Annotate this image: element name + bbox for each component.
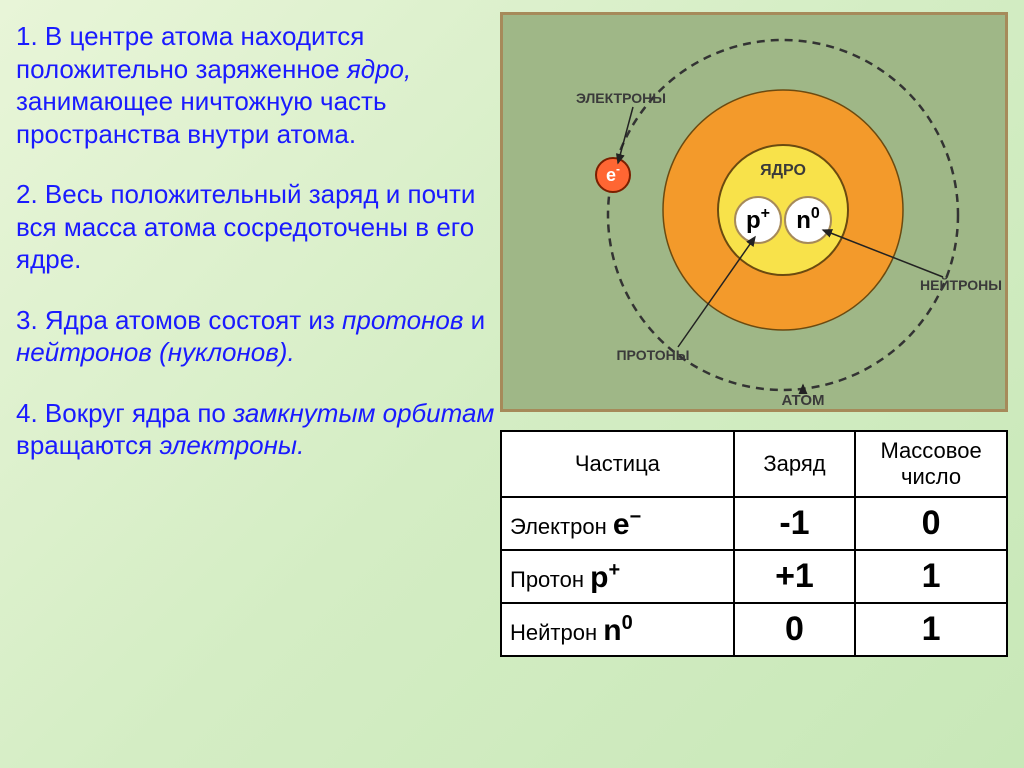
particle-mass: 1	[855, 550, 1007, 603]
nucleus-label: ЯДРО	[760, 162, 806, 179]
p1-italic: ядро,	[347, 54, 411, 84]
p4-italic2: электроны.	[159, 430, 304, 460]
label-atom: АТОМ	[781, 392, 824, 409]
label-neutrons: НЕЙТРОНЫ	[920, 276, 1002, 293]
table-header-1: Заряд	[734, 431, 855, 497]
table-row: Протон p++11	[501, 550, 1007, 603]
p3-prefix: 3. Ядра атомов состоят из	[16, 305, 342, 335]
p4-italic1: замкнутым орбитам	[233, 398, 494, 428]
particle-charge: +1	[734, 550, 855, 603]
particle-table: ЧастицаЗарядМассовое числоЭлектрон e−-10…	[500, 430, 1008, 657]
atom-diagram: ЯДРО p+ n0 e- ЭЛЕКТРОНЫ ПРОТОНЫ НЕЙТРОНЫ…	[500, 12, 1008, 412]
label-electrons: ЭЛЕКТРОНЫ	[576, 90, 666, 106]
particle-charge: -1	[734, 497, 855, 550]
particle-name: Нейтрон n0	[501, 603, 734, 656]
point-1: 1. В центре атома находится положительно…	[16, 20, 496, 150]
p3-italic1: протонов	[342, 305, 463, 335]
particle-name: Протон p+	[501, 550, 734, 603]
particle-name: Электрон e−	[501, 497, 734, 550]
definitions-text: 1. В центре атома находится положительно…	[16, 20, 496, 490]
p1-suffix: занимающее ничтожную часть пространства …	[16, 86, 387, 149]
point-2: 2. Весь положительный заряд и почти вся …	[16, 178, 496, 276]
point-4: 4. Вокруг ядра по замкнутым орбитам вращ…	[16, 397, 496, 462]
particle-mass: 0	[855, 497, 1007, 550]
point-3: 3. Ядра атомов состоят из протонов и ней…	[16, 304, 496, 369]
particle-mass: 1	[855, 603, 1007, 656]
p4-mid: вращаются	[16, 430, 159, 460]
p1-prefix: 1. В центре атома находится положительно…	[16, 21, 364, 84]
p4-prefix: 4. Вокруг ядра по	[16, 398, 233, 428]
table-row: Электрон e−-10	[501, 497, 1007, 550]
particle-charge: 0	[734, 603, 855, 656]
label-protons: ПРОТОНЫ	[616, 347, 689, 363]
p3-italic2: нейтронов (нуклонов).	[16, 337, 295, 367]
table-header-0: Частица	[501, 431, 734, 497]
table-row: Нейтрон n001	[501, 603, 1007, 656]
table-header-2: Массовое число	[855, 431, 1007, 497]
p3-mid: и	[463, 305, 485, 335]
